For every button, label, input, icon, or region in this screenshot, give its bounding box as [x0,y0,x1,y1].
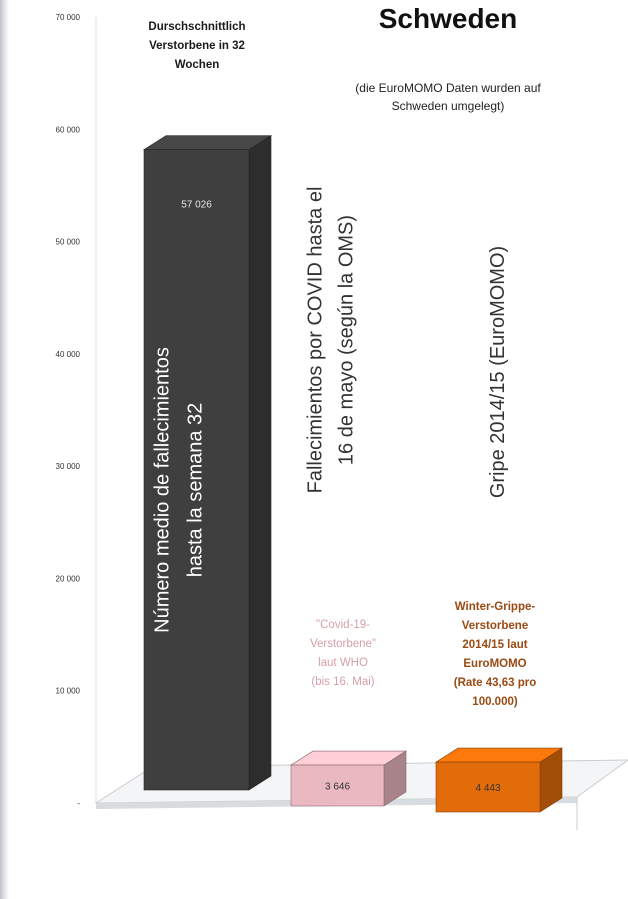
bar-data-label: 4 443 [475,783,500,794]
chart-subtitle-line-1: (die EuroMOMO Daten wurden auf [355,81,541,95]
y-tick-label: 50 000 [56,238,81,247]
bar-top [142,135,273,150]
annotation-line: (Rate 43,63 pro [454,677,536,689]
annotation-line: Verstorbene" [310,638,376,650]
vertical-label-line: hasta la semana 32 [185,403,207,578]
bar: 3 646 [289,750,408,807]
annotation-line: (bis 16. Mai) [311,676,374,688]
y-tick-label: 10 000 [56,687,81,696]
y-tick-label: 70 000 [56,13,81,22]
bar-front [290,764,385,807]
y-tick-label: 30 000 [56,462,81,471]
chart-title: Schweden [379,3,517,34]
category-annotation: Durschschnittlich Verstorbene in 32 Wochen [148,21,245,71]
bar-data-label: 3 646 [325,782,350,793]
y-tick-label: 60 000 [56,125,81,134]
annotation-line: 2014/15 laut [462,639,527,651]
annotation-line: Winter-Grippe- [455,601,536,613]
vertical-category-label: Fallecimientos por COVID hasta el 16 de m… [305,187,358,494]
bar-data-label: 57 026 [181,200,212,211]
vertical-category-label: Gripe 2014/15 (EuroMOMO) [487,246,509,498]
vertical-label-line: Fallecimientos por COVID hasta el [305,187,327,494]
vertical-label-line: Número medio de fallecimientos [152,347,174,633]
chart-subtitle-line-2: Schweden umgelegt) [392,99,505,113]
annotation-line: 100.000) [472,696,518,708]
bars: 57 026 3 646 4 443 [142,135,564,813]
annotations: Durschschnittlich Verstorbene in 32 Wochen… [148,21,536,708]
bar: 57 026 [142,135,273,791]
y-tick-label: 40 000 [56,350,81,359]
left-border-stripe [0,0,9,899]
vertical-label-line: Gripe 2014/15 (EuroMOMO) [487,246,509,498]
y-axis: - 10 000 20 000 30 000 40 000 50 000 60 000 70 … [56,13,97,808]
y-tick-label: 20 000 [56,574,81,583]
y-tick-label: - [77,799,80,808]
vertical-overlay-labels: Número medio de fallecimientos hasta la s… [152,187,510,633]
annotation-line: laut WHO [318,657,368,669]
annotation-line: "Covid-19- [316,619,370,631]
category-annotation: Winter-Grippe- Verstorbene 2014/15 laut Eur… [454,601,536,708]
bar-side [248,135,272,791]
vertical-label-line: 16 de mayo (según la OMS) [336,215,358,465]
vertical-category-label: Número medio de fallecimientos hasta la s… [152,347,207,633]
annotation-line: EuroMOMO [463,658,526,670]
annotation-line: Durschschnittlich [148,21,245,33]
bar: 4 443 [434,747,564,813]
annotation-line: Wochen [175,59,220,71]
bar-top [434,747,564,763]
annotation-line: Verstorbene [462,620,528,632]
bar-front [143,149,250,791]
category-annotation: "Covid-19- Verstorbene" laut WHO (bis 16. M… [310,619,376,688]
bar-front [435,761,541,813]
annotation-line: Verstorbene in 32 [149,40,245,52]
